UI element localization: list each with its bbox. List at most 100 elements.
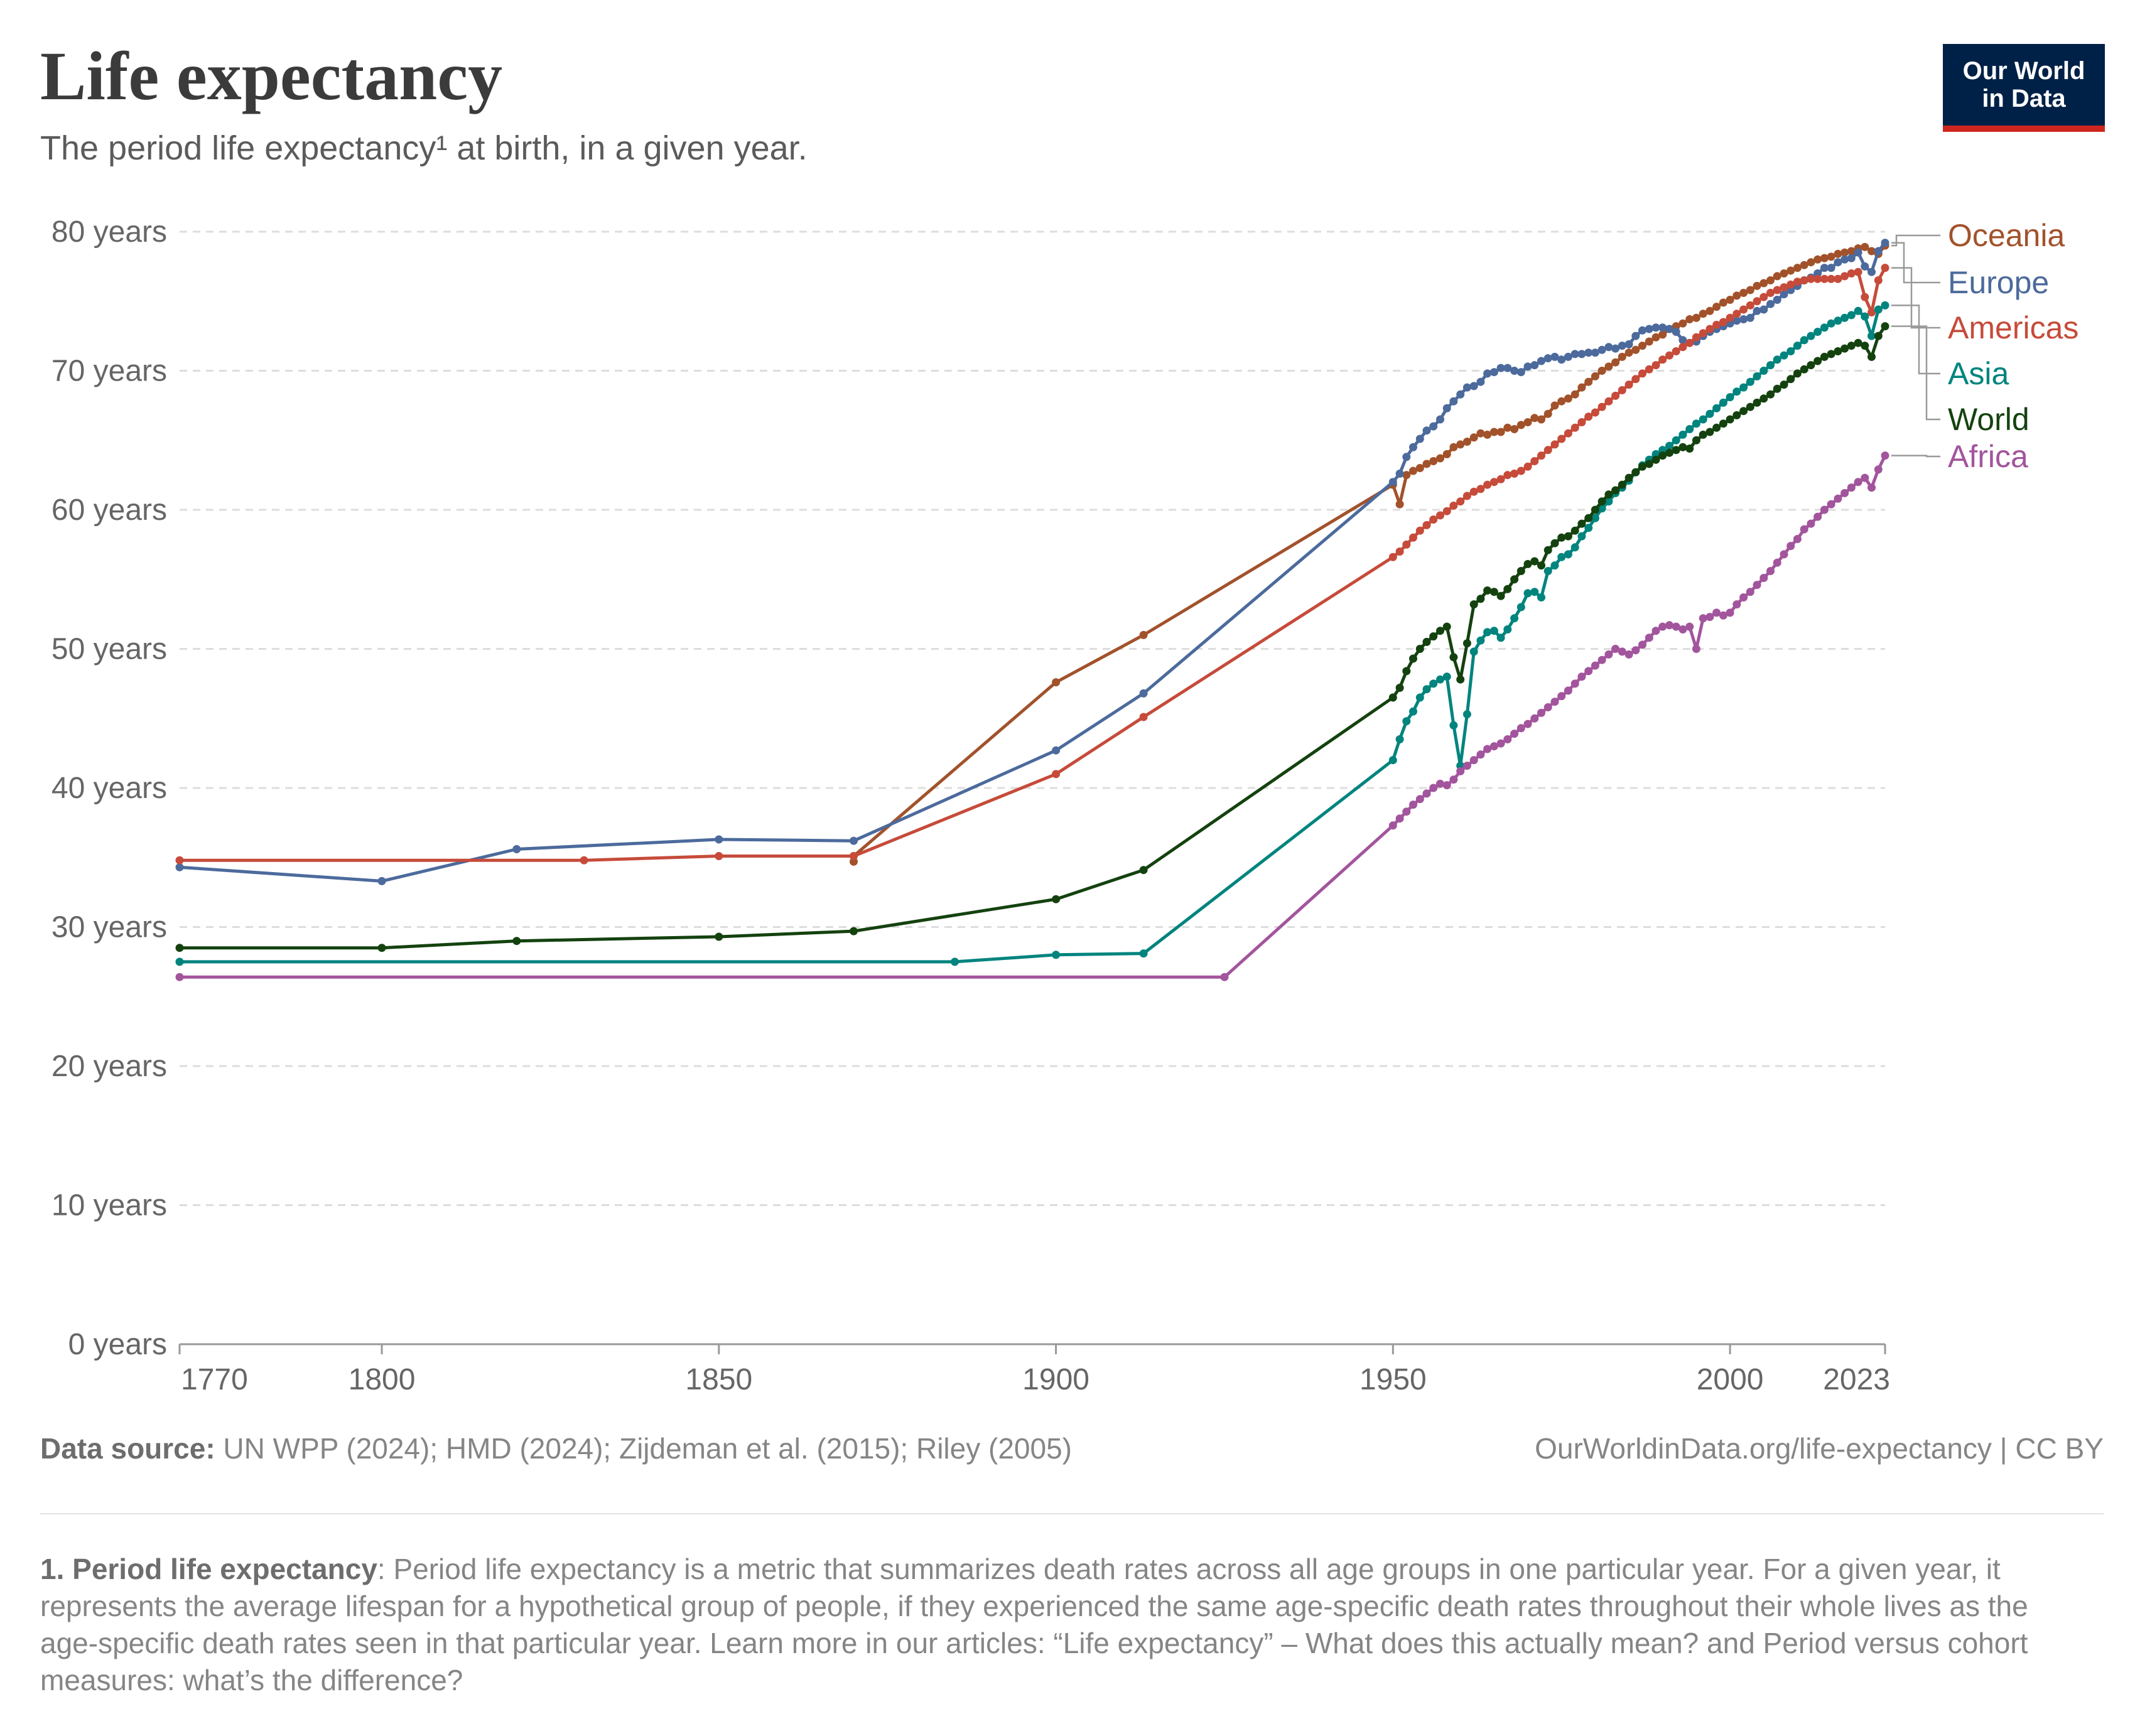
- data-point-europe: [1773, 296, 1781, 304]
- data-point-world: [1719, 419, 1727, 428]
- data-point-oceania: [1766, 276, 1775, 284]
- data-point-asia: [1692, 419, 1700, 428]
- data-point-world: [1813, 357, 1822, 365]
- data-point-americas: [1766, 289, 1775, 297]
- data-point-asia: [1705, 409, 1714, 418]
- data-point-americas: [1395, 547, 1404, 556]
- data-point-world: [1483, 586, 1492, 595]
- data-point-africa: [1847, 483, 1856, 492]
- owid-logo[interactable]: Our World in Data: [1943, 44, 2105, 132]
- data-point-asia: [1780, 351, 1788, 360]
- data-point-americas: [175, 856, 184, 865]
- data-point-europe: [1658, 323, 1667, 332]
- data-point-world: [1847, 342, 1856, 350]
- data-point-americas: [1462, 492, 1471, 500]
- data-point-europe: [1881, 239, 1889, 247]
- data-point-africa: [1712, 608, 1721, 617]
- data-point-asia: [1766, 361, 1775, 370]
- data-point-oceania: [1813, 255, 1822, 264]
- data-point-world: [1678, 443, 1687, 451]
- data-point-asia: [1678, 430, 1687, 439]
- data-point-world: [1658, 451, 1667, 460]
- data-point-africa: [1624, 650, 1633, 659]
- data-point-asia: [1577, 532, 1586, 541]
- data-point-world: [715, 932, 723, 941]
- data-point-asia: [1139, 949, 1148, 958]
- data-point-europe: [1766, 299, 1775, 308]
- data-point-asia: [1699, 415, 1707, 424]
- data-point-americas: [1510, 469, 1519, 478]
- data-point-americas: [1409, 533, 1417, 542]
- data-point-world: [1462, 639, 1471, 648]
- data-point-europe: [1429, 422, 1438, 431]
- data-point-europe: [1739, 315, 1748, 323]
- data-point-world: [1645, 460, 1653, 468]
- data-point-asia: [1052, 951, 1061, 959]
- footnote-text: : Period life expectancy is a metric tha…: [40, 1553, 2028, 1696]
- data-point-americas: [850, 852, 858, 860]
- data-point-americas: [1678, 343, 1687, 352]
- data-point-asia: [1523, 589, 1532, 598]
- data-point-africa: [1442, 781, 1451, 790]
- data-point-oceania: [1672, 322, 1680, 331]
- series-oceania: [850, 241, 1889, 866]
- data-point-americas: [1570, 423, 1579, 432]
- data-point-oceania: [1624, 348, 1633, 357]
- data-point-asia: [1469, 647, 1478, 656]
- legend-item-world: World: [1891, 325, 2030, 437]
- series-asia: [175, 301, 1889, 966]
- data-point-africa: [1597, 655, 1606, 664]
- data-point-europe: [1874, 247, 1883, 256]
- data-point-oceania: [1645, 337, 1653, 346]
- data-point-oceania: [1510, 425, 1519, 433]
- data-point-world: [1651, 455, 1660, 464]
- data-point-oceania: [1415, 464, 1424, 472]
- data-point-europe: [1847, 254, 1856, 262]
- data-point-africa: [1854, 478, 1862, 487]
- data-point-americas: [1422, 520, 1431, 529]
- data-point-asia: [1753, 372, 1761, 380]
- data-point-africa: [1584, 667, 1593, 676]
- data-point-americas: [1834, 274, 1842, 283]
- data-point-oceania: [1793, 264, 1802, 272]
- data-point-oceania: [1827, 252, 1835, 261]
- data-point-americas: [1489, 478, 1498, 487]
- data-source: Data source: UN WPP (2024); HMD (2024); …: [40, 1431, 1072, 1465]
- data-source-text: UN WPP (2024); HMD (2024); Zijdeman et a…: [215, 1432, 1072, 1465]
- data-point-oceania: [1577, 383, 1586, 392]
- data-point-europe: [1577, 350, 1586, 359]
- data-point-world: [1780, 380, 1788, 389]
- data-point-asia: [1543, 567, 1552, 575]
- data-point-world: [1712, 423, 1721, 432]
- license-link[interactable]: OurWorldinData.org/life-expectancy | CC …: [1535, 1432, 2104, 1465]
- data-point-americas: [1139, 713, 1148, 721]
- data-point-oceania: [1503, 423, 1512, 432]
- data-point-oceania: [1564, 394, 1572, 403]
- data-point-europe: [850, 836, 858, 845]
- data-point-americas: [1746, 301, 1754, 310]
- data-point-asia: [1537, 593, 1545, 601]
- data-point-asia: [1807, 332, 1815, 340]
- data-point-americas: [1624, 380, 1633, 389]
- data-point-africa: [1429, 784, 1438, 792]
- data-point-world: [1827, 350, 1835, 359]
- data-point-oceania: [1456, 440, 1465, 449]
- data-point-africa: [1719, 611, 1727, 620]
- data-point-asia: [1726, 393, 1734, 402]
- legend-label-americas: Americas: [1948, 310, 2078, 345]
- data-point-americas: [1436, 511, 1444, 520]
- data-point-oceania: [1442, 450, 1451, 458]
- data-point-world: [1510, 575, 1519, 584]
- data-point-europe: [1746, 313, 1754, 322]
- data-point-world: [1530, 557, 1539, 566]
- data-point-americas: [1867, 308, 1876, 316]
- data-point-oceania: [1807, 258, 1815, 267]
- data-point-asia: [1800, 336, 1808, 345]
- data-point-europe: [1402, 453, 1411, 461]
- data-point-oceania: [1786, 266, 1795, 275]
- data-point-asia: [1874, 305, 1883, 314]
- data-point-americas: [1847, 269, 1856, 278]
- legend-label-europe: Europe: [1948, 265, 2049, 300]
- data-point-africa: [1692, 645, 1700, 653]
